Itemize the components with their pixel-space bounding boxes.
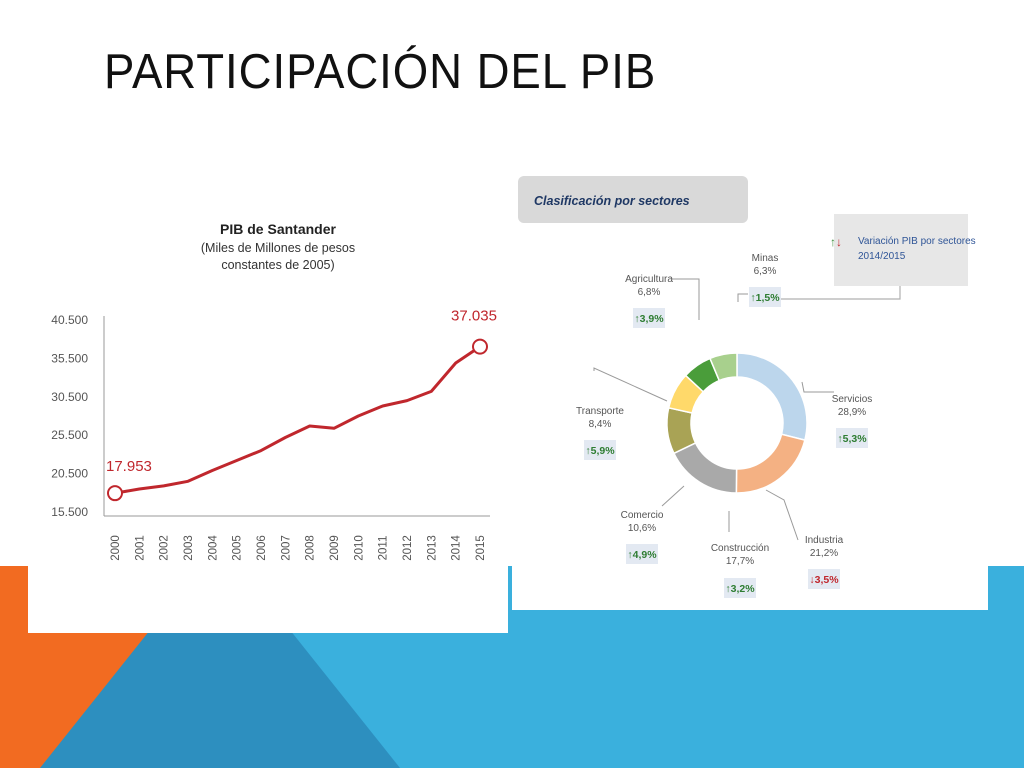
change-value-minas: ↑1,5% (750, 292, 780, 304)
x-tick-label: 2015 (475, 535, 487, 561)
slice-value-construcción: 17,7% (726, 556, 754, 567)
x-tick-label: 2004 (207, 535, 219, 561)
donut-slice-industria (735, 433, 806, 494)
line-chart-panel: PIB de Santander (Miles de Millones de p… (28, 150, 508, 633)
donut-chart-panel: Clasificación por sectores ↑↓ Variación … (512, 168, 988, 610)
legend-box (834, 214, 968, 286)
slice-value-minas: 6,3% (754, 266, 777, 277)
x-tick-label: 2002 (159, 535, 171, 561)
slice-value-agricultura: 6,8% (638, 287, 661, 298)
chart-title: PIB de Santander (220, 221, 336, 237)
series-line (114, 345, 481, 495)
legend-arrows: ↑↓ (830, 235, 842, 249)
change-badge-industria (808, 569, 840, 589)
x-tick-label: 2001 (134, 535, 146, 561)
slice-label-industria: Industria (805, 535, 844, 546)
leader-line-minas (737, 293, 748, 302)
dark-blue-triangle (40, 630, 400, 768)
y-tick-label: 30.500 (51, 390, 88, 404)
change-badge-servicios (836, 428, 868, 448)
y-tick-label: 15.500 (51, 505, 88, 519)
x-tick-label: 2007 (280, 535, 292, 561)
slice-label-transporte: Transporte (576, 406, 624, 417)
endpoint-marker (472, 338, 488, 355)
change-value-transporte: ↑5,9% (585, 445, 615, 457)
chart-subtitle-line-2: constantes de 2005) (221, 258, 334, 272)
x-tick-label: 2008 (305, 535, 317, 561)
x-tick-label: 2000 (110, 535, 122, 561)
change-value-construcción: ↑3,2% (725, 583, 755, 595)
change-badge-transporte (584, 440, 616, 460)
change-value-agricultura: ↑3,9% (634, 313, 664, 325)
x-tick-label: 2011 (378, 536, 390, 561)
change-value-servicios: ↑5,3% (837, 433, 867, 445)
y-tick-label: 35.500 (51, 351, 88, 365)
x-tick-label: 2013 (426, 535, 438, 561)
slice-value-industria: 21,2% (810, 548, 838, 559)
donut-slice-minas (709, 352, 738, 382)
x-tick-label: 2010 (353, 535, 365, 561)
x-tick-label: 2014 (451, 535, 463, 561)
y-tick-label: 25.500 (51, 428, 88, 442)
sector-header-label: Clasificación por sectores (534, 194, 690, 208)
chart-subtitle-line-1: (Miles de Millones de pesos (201, 241, 355, 255)
slice-label-construcción: Construcción (711, 543, 769, 554)
leader-line-comercio (661, 485, 685, 507)
change-value-industria: ↓3,5% (809, 574, 839, 586)
change-badge-comercio (626, 544, 658, 564)
change-badge-minas (749, 287, 781, 307)
slice-label-servicios: Servicios (832, 394, 873, 405)
leader-line-servicios (801, 381, 834, 393)
slice-value-transporte: 8,4% (589, 419, 612, 430)
x-tick-label: 2005 (232, 535, 244, 561)
slice-value-comercio: 10,6% (628, 523, 656, 534)
leader-line-agricultura (672, 278, 700, 320)
donut-slice-construcción (672, 441, 738, 494)
slice-value-servicios: 28,9% (838, 407, 866, 418)
y-tick-label: 20.500 (51, 467, 88, 481)
leader-line-industria (765, 489, 799, 541)
data-label: 17.953 (106, 458, 152, 475)
x-tick-label: 2006 (256, 535, 268, 561)
line-chart: PIB de Santander (Miles de Millones de p… (51, 221, 497, 561)
y-tick-label: 40.500 (51, 313, 88, 327)
slice-label-minas: Minas (752, 253, 779, 264)
slice-label-comercio: Comercio (621, 510, 664, 521)
slide-title: PARTICIPACIÓN DEL PIB (104, 45, 657, 99)
legend-connector (763, 286, 901, 306)
x-tick-label: 2003 (183, 535, 195, 561)
x-tick-label: 2009 (329, 535, 341, 561)
leader-line-transporte (593, 367, 668, 402)
sector-header-box (518, 176, 748, 223)
donut-slice-servicios (736, 352, 808, 442)
legend-text-line-1: Variación PIB por sectores (858, 236, 976, 247)
donut-chart: Clasificación por sectores ↑↓ Variación … (518, 176, 976, 598)
change-badge-construcción (724, 578, 756, 598)
legend-text-line-2: 2014/2015 (858, 251, 906, 262)
endpoint-marker (107, 485, 123, 502)
x-tick-label: 2012 (402, 535, 414, 561)
change-badge-agricultura (633, 308, 665, 328)
slice-label-agricultura: Agricultura (625, 274, 673, 285)
change-value-comercio: ↑4,9% (627, 549, 657, 561)
data-label: 37.035 (451, 308, 497, 325)
